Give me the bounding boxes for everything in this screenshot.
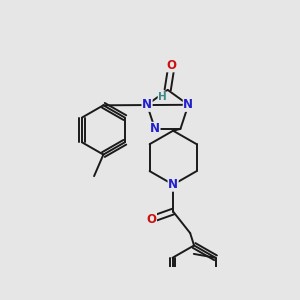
Text: N: N: [150, 122, 160, 135]
Text: O: O: [146, 213, 156, 226]
Text: H: H: [158, 92, 167, 102]
Text: N: N: [142, 98, 152, 111]
Text: N: N: [183, 98, 193, 111]
Text: N: N: [168, 178, 178, 191]
Text: O: O: [167, 59, 177, 72]
